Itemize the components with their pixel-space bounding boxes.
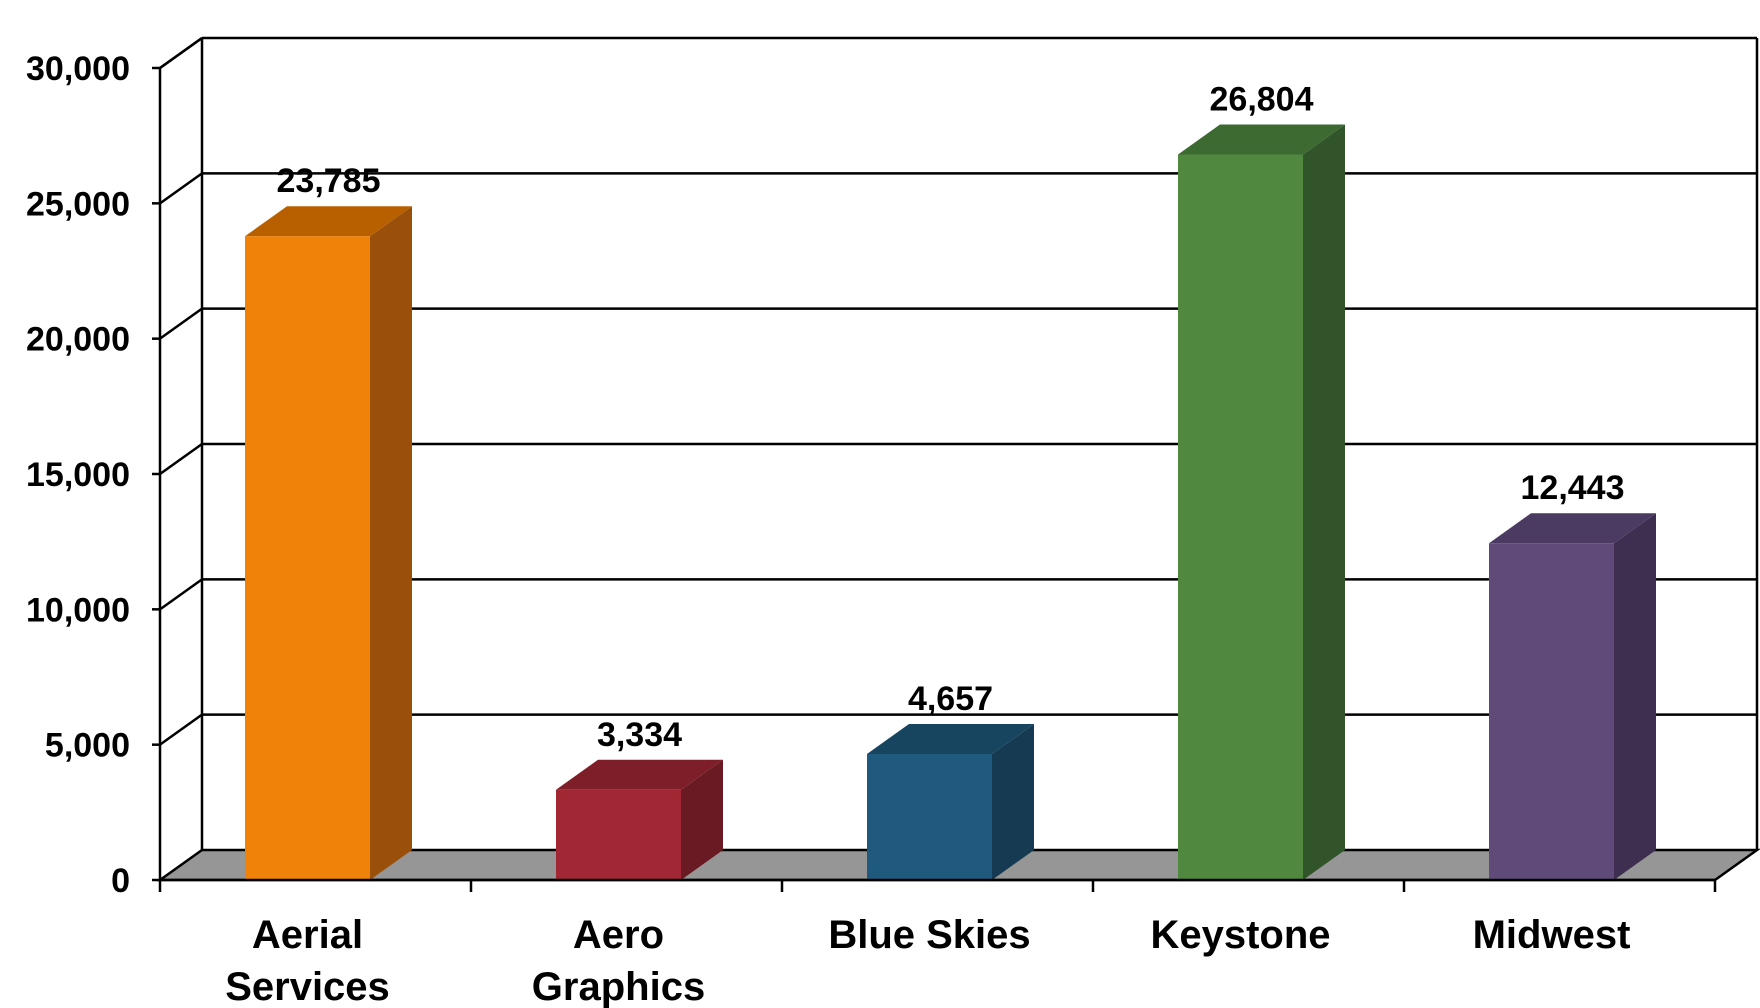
side-gridline xyxy=(159,307,203,340)
y-tick-label: 20,000 xyxy=(26,321,130,359)
bar-top xyxy=(556,759,723,790)
bar xyxy=(245,206,412,880)
bar xyxy=(1489,513,1656,880)
bar-top xyxy=(1178,124,1345,155)
gridlines xyxy=(159,36,1757,746)
bar-side xyxy=(1303,124,1345,880)
x-tick-label: Keystone xyxy=(1150,913,1330,957)
bar-front xyxy=(867,753,992,880)
bar-top xyxy=(245,206,412,237)
y-tick-label: 15,000 xyxy=(26,456,130,494)
data-labels: 23,785 3,334 4,657 26,804 12,443 xyxy=(277,81,1625,754)
bar-front xyxy=(556,789,681,880)
side-gridline xyxy=(159,36,203,70)
side-gridline xyxy=(159,442,203,476)
bar-side xyxy=(1614,513,1656,880)
bar-front xyxy=(245,236,370,880)
bar-side xyxy=(370,206,412,880)
y-axis: 0 5,000 10,000 15,000 20,000 25,000 30,000 xyxy=(26,50,162,900)
bar xyxy=(867,723,1034,880)
bar-front xyxy=(1178,154,1303,880)
x-tick-label: Aerial Services xyxy=(225,913,390,1008)
data-label: 3,334 xyxy=(597,716,682,754)
y-tick-label: 30,000 xyxy=(26,50,130,88)
bar-front xyxy=(1489,543,1614,880)
bar-side xyxy=(681,759,723,880)
bar-top xyxy=(1489,513,1656,544)
bar-top xyxy=(867,723,1034,754)
x-axis: Aerial Services Aero Graphics Blue Skies Keys… xyxy=(158,878,1717,1008)
data-label: 4,657 xyxy=(908,680,993,718)
side-gridline xyxy=(159,172,203,205)
y-tick-label: 5,000 xyxy=(45,727,130,765)
data-label: 23,785 xyxy=(277,162,381,200)
bar xyxy=(1178,124,1345,880)
x-tick-label: Aero Graphics xyxy=(532,913,705,1008)
y-tick-label: 10,000 xyxy=(26,591,130,629)
side-gridline xyxy=(159,578,203,611)
side-gridline xyxy=(159,713,203,746)
x-tick-label: Blue Skies xyxy=(828,913,1030,957)
bars xyxy=(245,124,1656,880)
data-label: 12,443 xyxy=(1521,469,1625,507)
bar xyxy=(556,759,723,880)
bar-side xyxy=(992,723,1034,880)
y-tick-label: 0 xyxy=(111,862,130,900)
y-tick-label: 25,000 xyxy=(26,185,130,223)
x-tick-label: Midwest xyxy=(1473,913,1631,957)
data-label: 26,804 xyxy=(1210,81,1314,119)
